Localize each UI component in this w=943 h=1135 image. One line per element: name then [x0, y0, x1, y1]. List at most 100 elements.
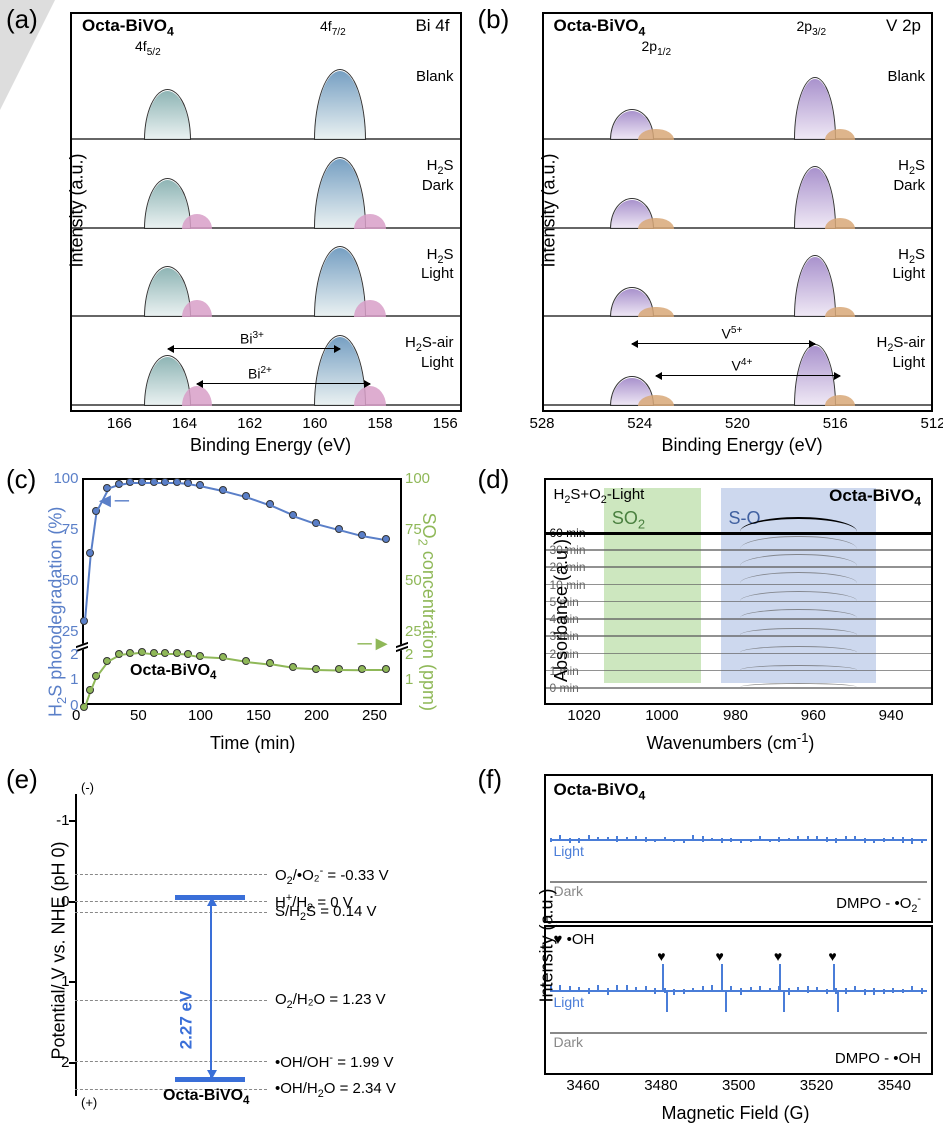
noise — [711, 838, 713, 841]
noise — [635, 987, 637, 991]
epr-species-label: DMPO - •O2- — [836, 893, 921, 915]
xps-peak-minor — [638, 307, 674, 318]
noise — [626, 837, 628, 842]
arrow-v5 — [632, 343, 815, 344]
xtick: 3520 — [800, 1077, 833, 1094]
panel-b-inner: Octa-BiVO4 V 2p 2p1/2 2p3/2 BlankH2SDark… — [542, 12, 934, 412]
panel-d-condition: H2S+O2-Light — [554, 486, 645, 506]
xps-row-label: H2S-airLight — [876, 335, 925, 371]
noise — [730, 838, 732, 842]
xtick: 520 — [725, 415, 750, 432]
noise — [807, 836, 809, 842]
xtick: 3540 — [878, 1077, 911, 1094]
epr-subpanel: ♥ •OHLightDarkDMPO - •OH♥♥♥♥ — [544, 925, 934, 1076]
xtick: 162 — [237, 415, 262, 432]
xps-row-label: H2SLight — [421, 247, 454, 283]
noise — [911, 986, 913, 991]
panel-e-ylabel: Potential/ V vs. NHE (pH 0) — [49, 841, 70, 1059]
ytick-left: 0 — [70, 697, 78, 714]
arrow-v4 — [656, 375, 839, 376]
dark-label: Dark — [554, 1034, 584, 1050]
noise — [569, 838, 571, 842]
xps-row-label: Blank — [416, 69, 454, 86]
ir-time-label: 60 min — [550, 526, 586, 540]
xps-peak-minor — [825, 395, 855, 406]
xps-row — [542, 57, 934, 140]
noise — [692, 988, 694, 992]
panel-a-xlabel: Binding Energy (eV) — [190, 435, 351, 456]
panel-e-plot: (-)(+)O2/•O₂- = -0.33 VH+/H2 = 0 VS/H2S … — [75, 780, 462, 1110]
xtick: 50 — [130, 707, 147, 724]
ir-bump — [740, 609, 857, 618]
panel-f-ylabel: Intensity (a.u.) — [536, 888, 557, 1002]
noise — [588, 988, 590, 994]
noise — [845, 836, 847, 841]
ir-trace — [546, 670, 932, 672]
arrow-bi3 — [168, 348, 341, 349]
noise — [816, 987, 818, 992]
noise — [635, 836, 637, 840]
peak-label-4f72: 4f7/2 — [320, 18, 346, 38]
panel-d-ylabel: Absorbance (a.u.) — [551, 539, 572, 682]
noise — [873, 988, 875, 995]
noise — [807, 986, 809, 993]
xtick: 1020 — [567, 707, 600, 724]
noise — [759, 986, 761, 990]
noise — [616, 985, 618, 991]
ytick-right: 50 — [405, 572, 422, 589]
ir-bump — [740, 646, 857, 652]
oh-peak-down — [666, 990, 668, 1012]
xtick: 960 — [801, 707, 826, 724]
xps-peak-minor — [638, 395, 674, 406]
panel-c: (c) H2S photodegradation (%) SO2 concent… — [0, 460, 472, 760]
ir-trace — [546, 584, 932, 586]
ytick-right: 100 — [405, 470, 430, 487]
xtick: 200 — [304, 707, 329, 724]
noise — [864, 838, 866, 842]
noise — [569, 986, 571, 992]
panel-f-plot: Octa-BiVO4LightDarkDMPO - •O2-♥ •OHLight… — [544, 774, 934, 1075]
oh-peak-up — [779, 964, 781, 990]
panel-e-label: (e) — [6, 764, 38, 795]
xps-baseline — [542, 227, 934, 229]
oh-peak-up — [721, 964, 723, 990]
xps-baseline — [542, 404, 934, 406]
xtick: 250 — [362, 707, 387, 724]
noise — [740, 988, 742, 994]
panel-c-ylabel-left: H2S photodegradation (%) — [45, 507, 69, 717]
xps-baseline — [70, 404, 462, 406]
noise — [826, 989, 828, 994]
noise — [654, 839, 656, 842]
ytick-right: 75 — [405, 521, 422, 538]
heart-icon: ♥ — [716, 948, 724, 964]
panel-a-ylabel: Intensity (a.u.) — [67, 153, 88, 267]
ytick-mark — [69, 1062, 75, 1064]
panel-d-label: (d) — [478, 464, 510, 495]
noise — [750, 987, 752, 991]
xtick: 3500 — [722, 1077, 755, 1094]
xtick: 156 — [433, 415, 458, 432]
h2s-point — [382, 535, 390, 543]
xtick: 516 — [823, 415, 848, 432]
potential-level-line — [75, 1000, 267, 1001]
xtick: 980 — [723, 707, 748, 724]
noise — [921, 839, 923, 844]
noise — [826, 837, 828, 842]
noise — [607, 988, 609, 994]
ytick-left: 75 — [62, 521, 79, 538]
noise — [873, 839, 875, 843]
xps-row-label: H2SLight — [892, 247, 925, 283]
noise — [835, 838, 837, 843]
noise — [550, 838, 552, 842]
noise — [911, 838, 913, 844]
figure-grid: (a) Octa-BiVO4 Bi 4f 4f5/2 4f7/2 BlankH2… — [0, 0, 943, 1130]
panel-f-title: Octa-BiVO4 — [554, 780, 646, 802]
xps-baseline — [542, 315, 934, 317]
panel-f-label: (f) — [478, 764, 503, 795]
bandgap-arrow — [210, 897, 212, 1080]
panel-a-title: Octa-BiVO4 — [82, 16, 174, 38]
xps-baseline — [70, 315, 462, 317]
noise — [883, 989, 885, 994]
ytick-left: 50 — [62, 572, 79, 589]
xps-row — [542, 146, 934, 229]
